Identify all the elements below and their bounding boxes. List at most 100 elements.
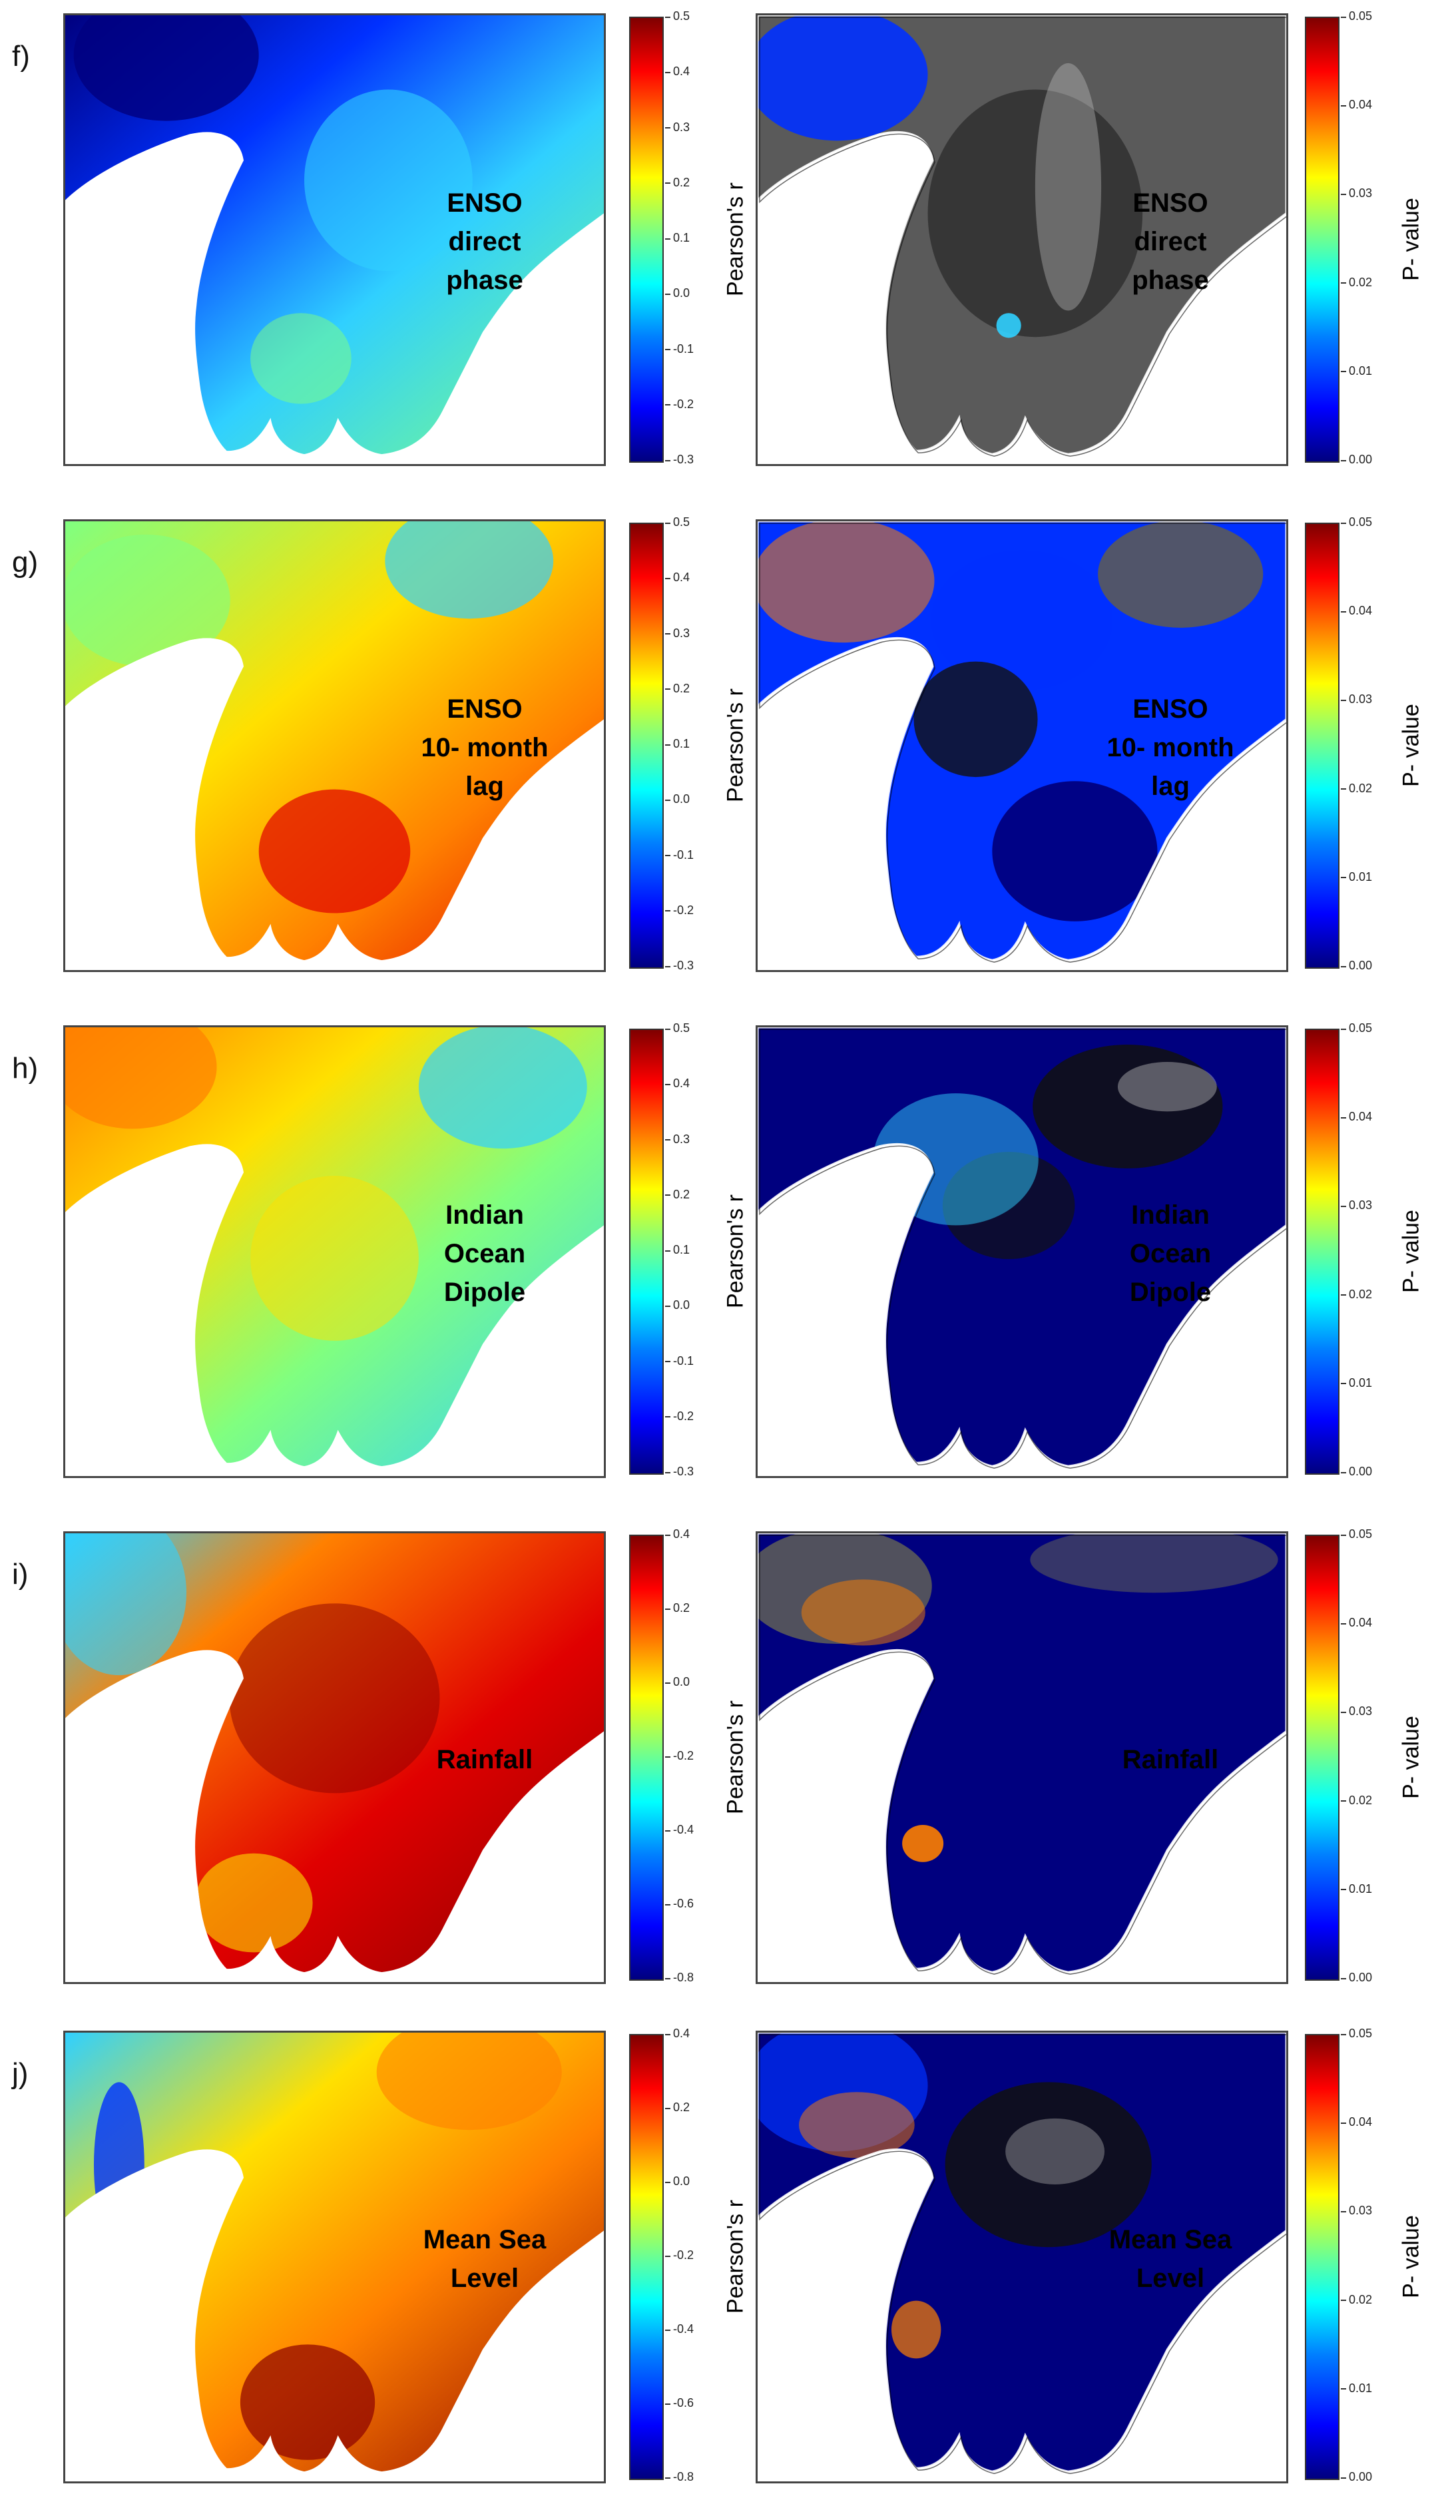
- p-colorbar-title: P- value: [1398, 704, 1424, 787]
- r-colorbar-title: Pearson's r: [722, 2200, 748, 2314]
- p-colorbar-tick: 0.02: [1340, 1793, 1373, 1807]
- p-colorbar-tick: 0.02: [1340, 275, 1373, 289]
- r-colorbar-tick: 0.2: [664, 681, 690, 695]
- map-label-line: ENSO: [1132, 188, 1208, 218]
- panel-label: i): [12, 1558, 29, 1591]
- p-colorbar: [1305, 1535, 1339, 1981]
- p-colorbar: [1305, 1029, 1339, 1475]
- r-colorbar-tick: 0.0: [664, 792, 690, 806]
- r-colorbar-tick: 0.1: [664, 1243, 690, 1256]
- p-colorbar-title: P- value: [1398, 2215, 1424, 2298]
- p-colorbar-tick: 0.01: [1340, 1882, 1373, 1895]
- p-value-map-label: Indian Ocean Dipole: [1071, 1196, 1270, 1312]
- correlation-map: ENSO 10- month lag: [63, 519, 606, 972]
- map-label-line: Ocean: [1129, 1239, 1212, 1268]
- map-label-line: direct: [448, 227, 521, 256]
- r-colorbar: [629, 2034, 664, 2480]
- p-colorbar: [1305, 17, 1339, 463]
- r-colorbar-tick: 0.0: [664, 2174, 690, 2188]
- map-label-line: phase: [1132, 266, 1209, 295]
- r-colorbar-tick: 0.4: [664, 65, 690, 79]
- p-value-map-canvas: [758, 15, 1286, 457]
- correlation-map: ENSO direct phase: [63, 13, 606, 466]
- correlation-map-label: Indian Ocean Dipole: [385, 1196, 585, 1312]
- map-label-line: Level: [450, 2264, 519, 2293]
- map-label-line: ENSO: [1132, 694, 1208, 724]
- r-colorbar-tick: -0.4: [664, 1823, 694, 1836]
- r-colorbar-tick: -0.1: [664, 342, 694, 356]
- p-colorbar-tick: 0.02: [1340, 1287, 1373, 1301]
- correlation-map: Mean Sea Level: [63, 2031, 606, 2483]
- map-label-line: Indian: [445, 1200, 524, 1230]
- r-colorbar-tick: 0.2: [664, 1187, 690, 1201]
- p-value-map: ENSO direct phase: [756, 13, 1288, 466]
- p-colorbar-tick: 0.04: [1340, 1616, 1373, 1630]
- map-label-line: Dipole: [443, 1278, 526, 1307]
- correlation-map-label: Rainfall: [385, 1740, 585, 1779]
- p-colorbar-tick: 0.03: [1340, 186, 1373, 200]
- correlation-map-canvas: [65, 1533, 604, 1973]
- r-colorbar-tick: 0.3: [664, 120, 690, 134]
- p-colorbar-tick: 0.03: [1340, 692, 1373, 706]
- correlation-map-label: ENSO direct phase: [385, 184, 585, 300]
- p-value-map-label: Mean Sea Level: [1071, 2220, 1270, 2298]
- map-label-line: Mean Sea: [1108, 2225, 1232, 2254]
- p-colorbar-tick: 0.01: [1340, 364, 1373, 378]
- r-colorbar-tick: -0.2: [664, 903, 694, 917]
- r-colorbar-tick: 0.1: [664, 737, 690, 750]
- r-colorbar-tick: 0.2: [664, 2101, 690, 2114]
- map-label-line: 10- month: [1106, 733, 1234, 762]
- correlation-map: Indian Ocean Dipole: [63, 1025, 606, 1478]
- p-value-map-canvas: [758, 2033, 1286, 2474]
- r-colorbar-tick: 0.0: [664, 1675, 690, 1688]
- p-colorbar-tick: 0.00: [1340, 959, 1373, 972]
- p-colorbar-title: P- value: [1398, 1210, 1424, 1293]
- p-colorbar-tick: 0.04: [1340, 1110, 1373, 1124]
- p-colorbar-tick: 0.05: [1340, 1527, 1373, 1541]
- map-label-line: Indian: [1131, 1200, 1210, 1230]
- r-colorbar-tick: -0.2: [664, 397, 694, 411]
- p-colorbar-tick: 0.02: [1340, 2292, 1373, 2306]
- r-colorbar-title: Pearson's r: [722, 182, 748, 296]
- r-colorbar-tick: -0.2: [664, 2248, 694, 2262]
- p-colorbar-title: P- value: [1398, 198, 1424, 281]
- panel-label: f): [12, 40, 30, 73]
- r-colorbar-tick: 0.2: [664, 175, 690, 189]
- r-colorbar-tick: 0.0: [664, 1298, 690, 1312]
- r-colorbar-tick: 0.4: [664, 2027, 690, 2040]
- r-colorbar-tick: -0.3: [664, 1465, 694, 1478]
- panel-label: g): [12, 546, 39, 579]
- r-colorbar-title: Pearson's r: [722, 688, 748, 802]
- p-colorbar-tick: 0.05: [1340, 1021, 1373, 1035]
- r-colorbar-tick: -0.1: [664, 1354, 694, 1368]
- p-colorbar-tick: 0.01: [1340, 2381, 1373, 2395]
- p-value-map-label: ENSO 10- month lag: [1071, 690, 1270, 806]
- map-label-line: lag: [465, 772, 504, 801]
- p-colorbar-tick: 0.01: [1340, 870, 1373, 883]
- map-label-line: 10- month: [421, 733, 549, 762]
- r-colorbar: [629, 1029, 664, 1475]
- p-colorbar-tick: 0.03: [1340, 1198, 1373, 1212]
- r-colorbar-tick: 0.4: [664, 1527, 690, 1541]
- map-label-line: ENSO: [447, 694, 523, 724]
- r-colorbar-tick: 0.3: [664, 1132, 690, 1146]
- r-colorbar: [629, 523, 664, 969]
- r-colorbar-tick: -0.6: [664, 2396, 694, 2409]
- p-value-map: Mean Sea Level: [756, 2031, 1288, 2483]
- p-colorbar-tick: 0.00: [1340, 2470, 1373, 2483]
- p-value-map: Rainfall: [756, 1531, 1288, 1984]
- r-colorbar-tick: 0.5: [664, 515, 690, 529]
- p-colorbar-tick: 0.01: [1340, 1376, 1373, 1389]
- r-colorbar-tick: 0.1: [664, 231, 690, 244]
- p-colorbar-tick: 0.00: [1340, 453, 1373, 466]
- p-colorbar: [1305, 523, 1339, 969]
- p-value-map: Indian Ocean Dipole: [756, 1025, 1288, 1478]
- p-colorbar-tick: 0.04: [1340, 98, 1373, 112]
- r-colorbar-tick: -0.4: [664, 2322, 694, 2336]
- r-colorbar: [629, 17, 664, 463]
- p-value-map-label: ENSO direct phase: [1071, 184, 1270, 300]
- map-label-line: Level: [1136, 2264, 1205, 2293]
- map-label-line: lag: [1151, 772, 1190, 801]
- correlation-map-label: Mean Sea Level: [385, 2220, 585, 2298]
- map-label-line: direct: [1134, 227, 1207, 256]
